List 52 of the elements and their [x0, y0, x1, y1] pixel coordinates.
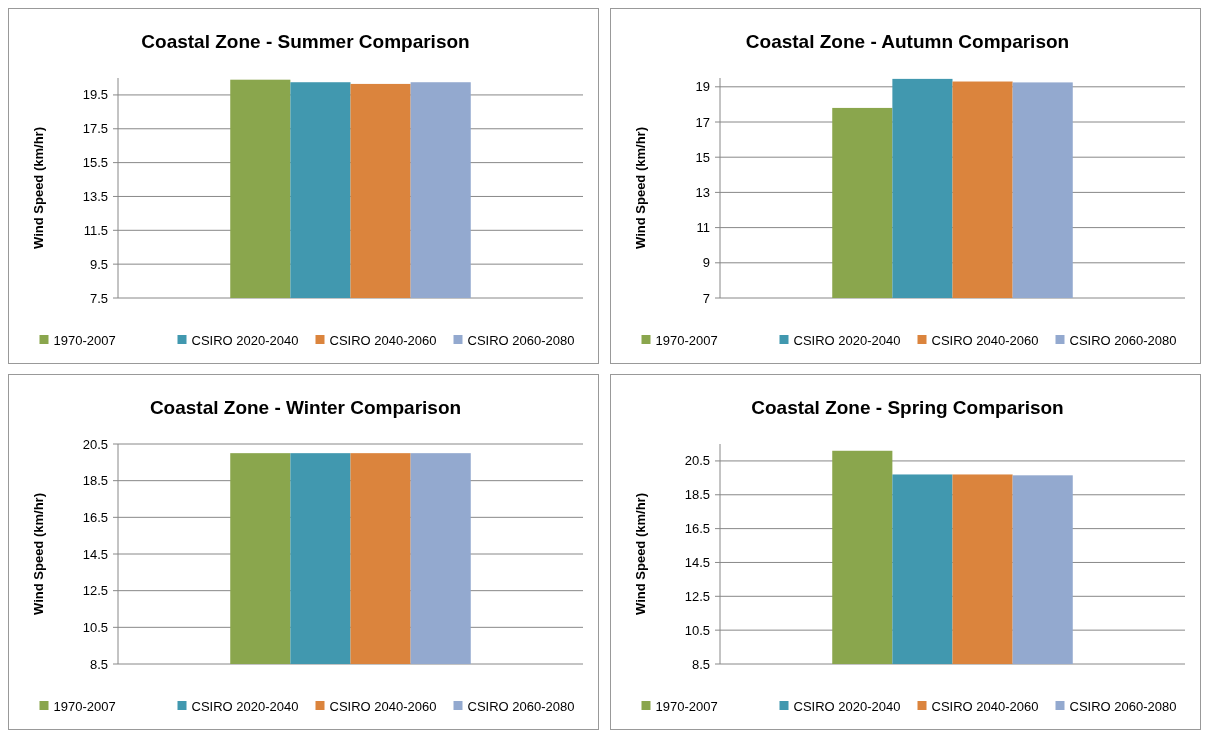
y-tick-label: 15.5 — [82, 155, 108, 171]
legend-label: CSIRO 2060-2080 — [1069, 698, 1177, 714]
y-axis-title: Wind Speed (km/hr) — [31, 127, 46, 249]
y-tick-label: 11.5 — [83, 222, 108, 238]
y-tick-label: 10.5 — [684, 622, 710, 638]
y-tick-label: 10.5 — [82, 619, 108, 635]
legend-label: 1970-2007 — [53, 698, 116, 714]
y-axis-title: Wind Speed (km/hr) — [31, 493, 46, 615]
y-tick-label: 17.5 — [82, 121, 108, 137]
legend-label: CSIRO 2020-2040 — [191, 698, 299, 714]
y-tick-label: 8.5 — [89, 656, 108, 672]
legend-label: CSIRO 2020-2040 — [191, 332, 299, 348]
y-tick-label: 20.5 — [684, 453, 710, 469]
y-tick-label: 18.5 — [684, 487, 710, 503]
y-tick-label: 15 — [695, 149, 710, 165]
y-tick-label: 16.5 — [684, 521, 710, 537]
y-tick-label: 19 — [695, 79, 710, 95]
y-tick-label: 17 — [695, 114, 710, 130]
legend-label: CSIRO 2060-2080 — [1069, 332, 1177, 348]
chart-title: Coastal Zone - Spring Comparison — [751, 397, 1064, 418]
legend-label: CSIRO 2040-2060 — [329, 332, 437, 348]
y-tick-label: 13 — [695, 184, 710, 200]
legend-label: CSIRO 2060-2080 — [467, 332, 575, 348]
legend-label: 1970-2007 — [655, 698, 718, 714]
y-tick-label: 9 — [702, 255, 710, 271]
legend-label: CSIRO 2020-2040 — [793, 332, 901, 348]
y-tick-label: 13.5 — [82, 189, 108, 205]
chart-title: Coastal Zone - Summer Comparison — [141, 31, 470, 52]
y-tick-label: 7.5 — [89, 290, 108, 306]
legend-label: CSIRO 2020-2040 — [793, 698, 901, 714]
y-axis-title: Wind Speed (km/hr) — [633, 493, 648, 615]
legend-label: CSIRO 2040-2060 — [931, 332, 1039, 348]
chart-title: Coastal Zone - Winter Comparison — [149, 397, 462, 418]
y-tick-label: 16.5 — [82, 509, 108, 525]
y-tick-label: 12.5 — [82, 583, 108, 599]
y-axis-title: Wind Speed (km/hr) — [633, 127, 648, 249]
y-tick-label: 14.5 — [684, 555, 710, 571]
y-tick-label: 19.5 — [82, 87, 108, 103]
y-tick-label: 7 — [702, 290, 710, 306]
legend-label: CSIRO 2040-2060 — [931, 698, 1039, 714]
y-tick-label: 11 — [696, 220, 710, 236]
y-tick-label: 12.5 — [684, 588, 710, 604]
legend-label: 1970-2007 — [655, 332, 718, 348]
chart-title: Coastal Zone - Autumn Comparison — [745, 31, 1070, 52]
y-tick-label: 8.5 — [691, 656, 710, 672]
legend-label: CSIRO 2060-2080 — [467, 698, 575, 714]
y-tick-label: 14.5 — [82, 546, 108, 562]
y-tick-label: 20.5 — [82, 436, 108, 452]
legend-label: 1970-2007 — [53, 332, 116, 348]
y-tick-label: 18.5 — [82, 473, 108, 489]
legend-label: CSIRO 2040-2060 — [329, 698, 437, 714]
y-tick-label: 9.5 — [89, 256, 108, 272]
